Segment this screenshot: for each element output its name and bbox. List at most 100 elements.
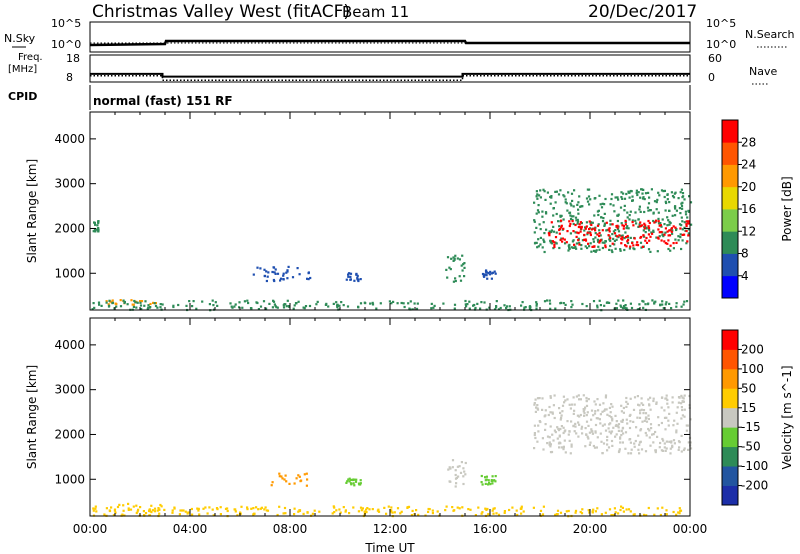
data-cell [552,225,555,228]
data-cell [632,244,635,247]
data-cell [201,300,204,303]
data-cell [100,304,103,307]
data-cell [684,213,688,216]
data-cell [536,209,540,212]
data-cell [674,214,677,217]
data-cell [493,270,496,273]
data-cell [679,236,682,239]
data-cell [640,448,644,451]
data-cell [652,399,655,403]
data-cell [664,227,667,230]
data-cell [648,196,651,199]
data-cell [675,411,678,414]
data-cell [620,242,623,245]
data-cell [608,248,611,251]
data-cell [631,195,634,198]
data-cell [660,449,663,452]
data-cell [579,230,582,233]
data-cell [578,195,581,198]
data-cell [653,513,656,516]
data-cell [481,483,484,486]
data-cell [492,512,495,515]
data-cell [650,231,653,234]
data-cell [664,242,667,245]
data-cell [648,436,651,439]
data-cell [173,507,176,510]
data-cell [536,246,539,249]
data-cell [549,411,552,414]
data-cell [680,188,683,191]
data-cell [608,301,611,304]
data-cell [505,305,509,308]
data-cell [286,270,289,273]
data-cell [305,472,308,475]
data-cell [637,403,640,406]
y-tick-label: 3000 [54,177,85,191]
data-cell [93,221,96,224]
data-cell [598,229,601,232]
data-cell [546,299,549,302]
data-cell [665,513,668,516]
data-cell [639,412,642,415]
data-cell [266,509,270,512]
data-cell [680,202,683,205]
data-cell [660,189,664,192]
data-cell [681,396,684,399]
data-cell [355,273,358,276]
data-cell [534,410,537,413]
data-cell [598,232,601,235]
data-cell [580,427,583,430]
data-cell [262,300,266,303]
data-cell [681,233,684,236]
data-cell [499,306,502,310]
data-cell [642,196,645,199]
data-cell [462,475,465,478]
data-cell [279,277,283,280]
data-cell [459,471,463,474]
data-cell [668,412,671,415]
data-cell [491,509,494,512]
data-cell [618,449,621,453]
data-cell [624,306,627,309]
data-cell [575,395,578,398]
data-cell [562,395,565,398]
data-cell [95,510,98,513]
data-cell [554,236,558,239]
data-cell [259,267,262,270]
nsky-trace [89,39,690,47]
data-cell [342,506,345,509]
data-cell [659,303,662,306]
data-cell [601,452,604,455]
data-cell [572,246,575,249]
data-cell [583,411,586,415]
data-cell [679,191,682,194]
data-cell [626,211,629,214]
data-cell [596,210,599,213]
data-cell [611,242,614,245]
data-cell [591,245,594,248]
data-cell [622,406,625,410]
data-cell [562,445,565,448]
data-cell [608,235,611,238]
data-cell [108,299,111,302]
data-cell [552,230,556,233]
data-cell [545,228,548,231]
data-cell [624,223,627,226]
data-cell [560,416,563,419]
data-cell [637,434,640,437]
data-cell [609,422,612,425]
data-cell [644,450,648,453]
colorbar-tick-label: 28 [741,135,756,149]
data-cell [625,192,628,196]
data-cell [250,507,253,510]
data-cell [564,451,567,454]
data-cell [211,508,214,511]
data-cell [549,239,552,242]
data-cell [153,510,157,513]
data-cell [629,245,632,248]
data-cell [612,230,615,233]
data-cell [553,416,556,420]
data-cell [672,225,675,228]
data-cell [559,411,562,414]
data-cell [665,416,668,419]
